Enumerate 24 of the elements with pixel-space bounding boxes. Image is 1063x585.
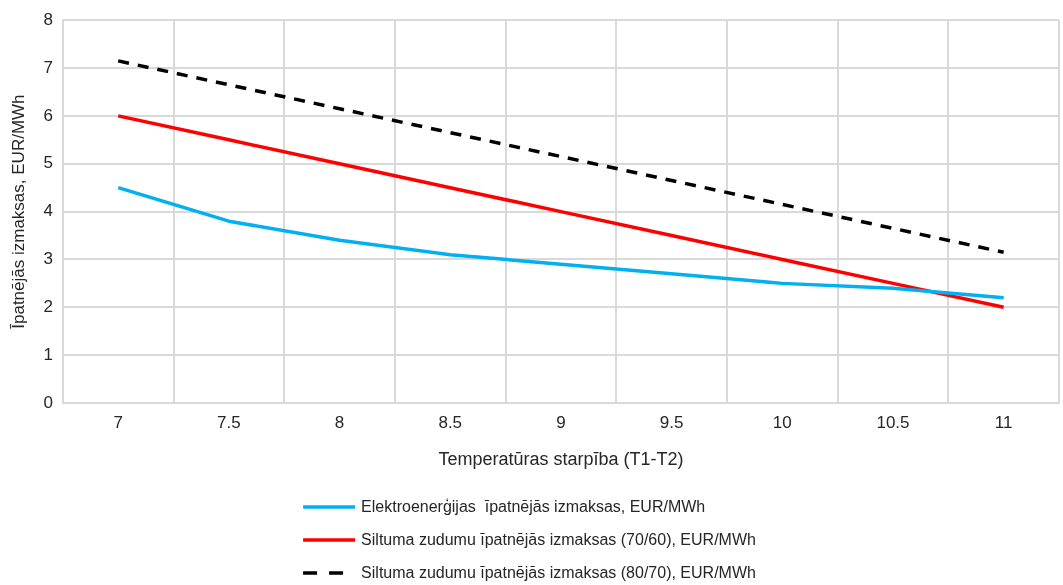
y-tick-label: 8 [43, 9, 53, 29]
x-tick-label: 10.5 [876, 412, 910, 432]
x-tick-label: 7 [113, 412, 123, 432]
y-tick-label: 0 [43, 392, 53, 412]
x-axis-title: Temperatūras starpība (T1-T2) [438, 449, 684, 470]
y-tick-label: 7 [43, 57, 53, 77]
y-tick-label: 6 [43, 105, 53, 125]
y-axis-title: Īpatnējās izmaksas, EUR/MWh [8, 94, 28, 329]
x-tick-label: 9.5 [659, 412, 684, 432]
legend-label: Elektroenerģijas īpatnējās izmaksas, EUR/MWh [361, 498, 706, 516]
x-tick-label: 7.5 [217, 412, 241, 432]
x-tick-label: 11 [994, 412, 1013, 432]
x-tick-label: 9 [556, 412, 566, 432]
line-series [116, 59, 1006, 255]
y-tick-label: 3 [43, 249, 53, 269]
legend-label: Siltuma zudumu īpatnējās izmaksas (80/70), EUR/MWh [361, 564, 756, 582]
y-tick-label: 1 [43, 344, 53, 364]
legend-label: Siltuma zudumu īpatnējās izmaksas (70/60), EUR/MWh [361, 531, 756, 549]
y-tick-label: 2 [43, 296, 53, 316]
y-tick-label: 4 [43, 201, 53, 221]
x-tick-label: 8.5 [438, 412, 463, 432]
y-tick-label: 5 [43, 153, 53, 173]
x-tick-label: 10 [772, 412, 792, 432]
x-tick-label: 8 [334, 412, 345, 432]
